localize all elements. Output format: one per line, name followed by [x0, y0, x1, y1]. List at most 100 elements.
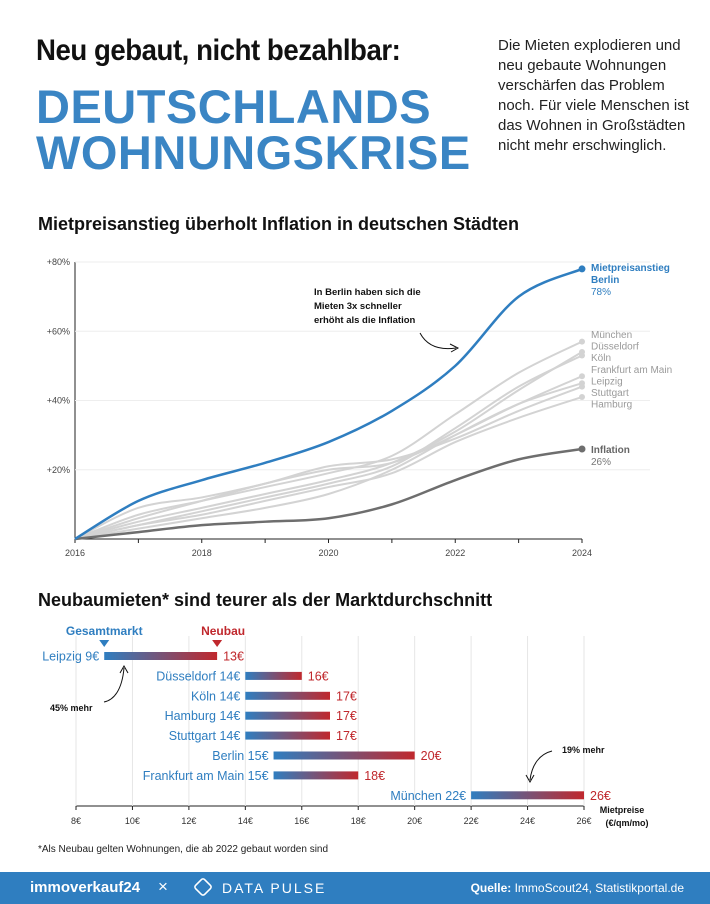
series-line: [74, 385, 583, 540]
annotation-arrowhead: [449, 343, 460, 353]
bar: [245, 711, 330, 720]
series-line: [74, 267, 583, 541]
x-tick-label: 8€: [71, 816, 81, 826]
partner-logo: DATA PULSE: [222, 880, 327, 896]
annotation-arrowhead: [119, 664, 129, 674]
series-end-point: [578, 445, 586, 453]
series-label: Köln: [591, 353, 611, 364]
series-line: [74, 340, 583, 540]
newbuild-label: 17€: [336, 689, 357, 703]
market-label: Leipzig 9€: [42, 650, 99, 664]
brand-logo: immoverkauf24: [30, 879, 141, 896]
legend-new-marker: [212, 640, 223, 647]
series-label: Leipzig: [591, 376, 623, 387]
series-label: Düsseldorf: [591, 342, 639, 353]
bar: [273, 751, 415, 760]
bar: [245, 671, 302, 680]
bar: [471, 791, 584, 800]
x-tick-label: 12€: [181, 816, 196, 826]
series-line: [74, 396, 583, 540]
data-pulse-icon: [192, 876, 214, 898]
bar-chart: 8€ 10€ 12€ 14€ 16€ 18€ 20€ 22€ 24€ 26€ Mietpreise (…: [42, 624, 648, 828]
series-label: Stuttgart: [591, 388, 629, 399]
market-label: Frankfurt am Main 15€: [143, 769, 269, 783]
x-tick-label: 2022: [445, 548, 465, 558]
footnote: *Als Neubau gelten Wohnungen, die ab 202…: [38, 844, 329, 855]
market-label: Berlin 15€: [212, 749, 268, 763]
series-label: München: [591, 330, 632, 341]
page-title: DEUTSCHLANDS WOHNUNGSKRISE: [36, 80, 471, 179]
source-credit: Quelle: ImmoScout24, Statistikportal.de: [471, 881, 684, 895]
newbuild-label: 18€: [364, 769, 385, 783]
newbuild-label: 16€: [308, 669, 329, 683]
bar-chart-title: Neubaumieten* sind teurer als der Marktd…: [38, 590, 493, 610]
newbuild-label: 13€: [223, 650, 244, 664]
bar: [245, 691, 330, 700]
y-tick-label: +40%: [47, 396, 70, 406]
line-chart-title: Mietpreisanstieg überholt Inflation in d…: [38, 214, 520, 234]
annotation-arrowhead: [525, 774, 535, 784]
annotation-arrow: [103, 667, 125, 703]
title-line-1: DEUTSCHLANDS: [36, 80, 432, 133]
source-text: ImmoScout24, Statistikportal.de: [511, 881, 684, 895]
axis-label: (€/qm/mo): [605, 818, 648, 828]
x-tick-label: 2018: [192, 548, 212, 558]
series-label: Frankfurt am Main: [591, 365, 672, 376]
annotation-text: 45% mehr: [50, 703, 93, 713]
bar: [273, 771, 359, 780]
line-chart: +20% +40% +60% +80% 2016 2018 2020 2022 2024 Miet…: [47, 257, 672, 558]
annotation-text: 19% mehr: [562, 745, 605, 755]
x-tick-label: 2024: [572, 548, 592, 558]
legend-market: Gesamtmarkt: [66, 624, 143, 638]
y-tick-label: +80%: [47, 257, 70, 267]
series-label: Mietpreisanstieg: [591, 263, 670, 274]
annotation-arrow: [419, 332, 457, 350]
headline: Neu gebaut, nicht bezahlbar:: [36, 34, 401, 67]
y-tick-label: +60%: [47, 326, 70, 336]
x-tick-label: 24€: [520, 816, 535, 826]
series-label: Inflation: [591, 445, 630, 456]
value-label: 78%: [591, 287, 611, 298]
series-end-point: [579, 352, 585, 359]
x-tick-label: 14€: [238, 816, 253, 826]
annotation-text: In Berlin haben sich die Mieten 3x schnel…: [314, 287, 421, 326]
series-end-point: [578, 265, 586, 273]
market-label: Düsseldorf 14€: [156, 669, 240, 683]
x-tick-label: 2016: [65, 548, 85, 558]
series-line: [74, 382, 583, 540]
separator-icon: ×: [158, 877, 168, 896]
x-tick-label: 22€: [464, 816, 479, 826]
series-line: [74, 447, 583, 541]
series-end-point: [579, 338, 585, 345]
series-end-point: [579, 383, 585, 390]
series-line: [74, 351, 583, 540]
intro-text: Die Mieten explodieren und neu gebaute W…: [498, 37, 689, 154]
source-label: Quelle:: [470, 881, 512, 895]
series-label: Berlin: [591, 275, 619, 286]
market-label: Stuttgart 14€: [169, 729, 241, 743]
market-label: Hamburg 14€: [165, 709, 241, 723]
x-tick-label: 18€: [351, 816, 366, 826]
value-label: 26%: [591, 457, 611, 468]
series-end-point: [579, 394, 585, 401]
y-tick-label: +20%: [47, 465, 70, 475]
footer-bar: immoverkauf24 × DATA PULSE Quelle: ImmoS…: [0, 872, 710, 904]
series-label: Hamburg: [591, 400, 632, 411]
newbuild-label: 17€: [336, 729, 357, 743]
legend-new: Neubau: [201, 624, 245, 638]
x-tick-label: 2020: [318, 548, 338, 558]
x-tick-label: 10€: [125, 816, 140, 826]
market-label: Köln 14€: [191, 689, 240, 703]
legend-market-marker: [99, 640, 110, 647]
newbuild-label: 26€: [590, 789, 611, 803]
x-tick-label: 20€: [407, 816, 422, 826]
bar: [245, 731, 330, 740]
bar: [104, 652, 218, 660]
newbuild-label: 17€: [336, 709, 357, 723]
newbuild-label: 20€: [421, 749, 442, 763]
axis-label: Mietpreise: [600, 805, 645, 815]
annotation-arrow: [529, 750, 553, 781]
title-line-2: WOHNUNGSKRISE: [36, 126, 471, 179]
x-tick-label: 16€: [294, 816, 309, 826]
series-end-point: [579, 373, 585, 380]
